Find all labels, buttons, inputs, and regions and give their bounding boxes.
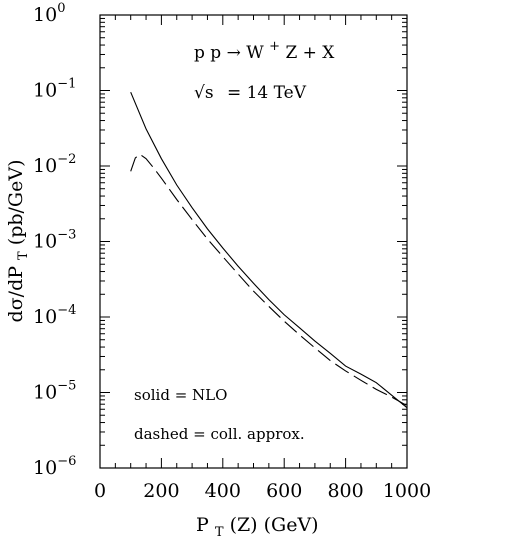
y-tick-exponent: 0 xyxy=(57,1,65,16)
energy-sqrt: √s xyxy=(194,83,214,103)
y-axis-title-rest: (pb/GeV) xyxy=(5,160,27,246)
process-rest: Z + X xyxy=(285,43,335,63)
y-tick-exponent: −4 xyxy=(57,303,76,318)
solid-legend-note: solid = NLO xyxy=(134,386,227,404)
y-tick-label: 10−3 xyxy=(33,228,76,253)
axis-ticks xyxy=(99,14,408,469)
x-tick-label: 200 xyxy=(143,480,179,502)
y-tick-label: 10−4 xyxy=(33,303,76,328)
x-tick-label: 800 xyxy=(327,480,363,502)
y-tick-base: 10 xyxy=(33,231,57,253)
y-tick-base: 10 xyxy=(33,306,57,328)
y-tick-exponent: −2 xyxy=(57,152,76,167)
series-nlo-line xyxy=(130,91,408,409)
y-tick-label: 100 xyxy=(33,1,65,26)
y-axis-title: dσ/dP T (pb/GeV) xyxy=(5,160,32,323)
y-tick-label: 10−6 xyxy=(33,454,76,479)
y-tick-label: 10−1 xyxy=(33,77,76,102)
x-tick-label: 600 xyxy=(266,480,302,502)
dashed-legend-note: dashed = coll. approx. xyxy=(134,425,305,443)
y-tick-base: 10 xyxy=(33,4,57,26)
x-axis-title-sub: T xyxy=(215,525,224,540)
curves xyxy=(130,91,408,409)
y-tick-exponent: −3 xyxy=(57,228,76,243)
y-tick-exponent: −1 xyxy=(57,77,76,92)
y-tick-label: 10−5 xyxy=(33,379,76,404)
y-axis-title-main: dσ/dP xyxy=(5,266,27,323)
process-w: W xyxy=(246,43,264,63)
y-tick-base: 10 xyxy=(33,382,57,404)
process-pp: p p xyxy=(194,43,221,63)
y-tick-label: 10−2 xyxy=(33,152,76,177)
energy-label: √s = 14 TeV xyxy=(194,83,307,103)
process-arrow: → xyxy=(227,43,241,63)
x-tick-label: 0 xyxy=(94,480,106,502)
x-axis-title: P T (Z) (GeV) xyxy=(196,514,319,541)
x-axis-title-main: P xyxy=(196,514,209,536)
y-tick-exponent: −6 xyxy=(57,454,76,469)
series-coll-approx-line xyxy=(130,153,408,407)
x-tick-labels: 0 200 400 600 800 1000 xyxy=(94,480,431,502)
y-tick-exponent: −5 xyxy=(57,379,76,394)
y-tick-base: 10 xyxy=(33,80,57,102)
y-tick-base: 10 xyxy=(33,457,57,479)
x-axis-title-rest: (Z) (GeV) xyxy=(230,514,319,536)
energy-rest: = 14 TeV xyxy=(227,83,307,103)
x-tick-label: 400 xyxy=(205,480,241,502)
process-label: p p → W + Z + X xyxy=(194,35,335,63)
process-sup: + xyxy=(269,39,280,54)
y-axis-title-sub: T xyxy=(16,251,31,260)
y-tick-base: 10 xyxy=(33,155,57,177)
x-tick-label: 1000 xyxy=(383,480,431,502)
